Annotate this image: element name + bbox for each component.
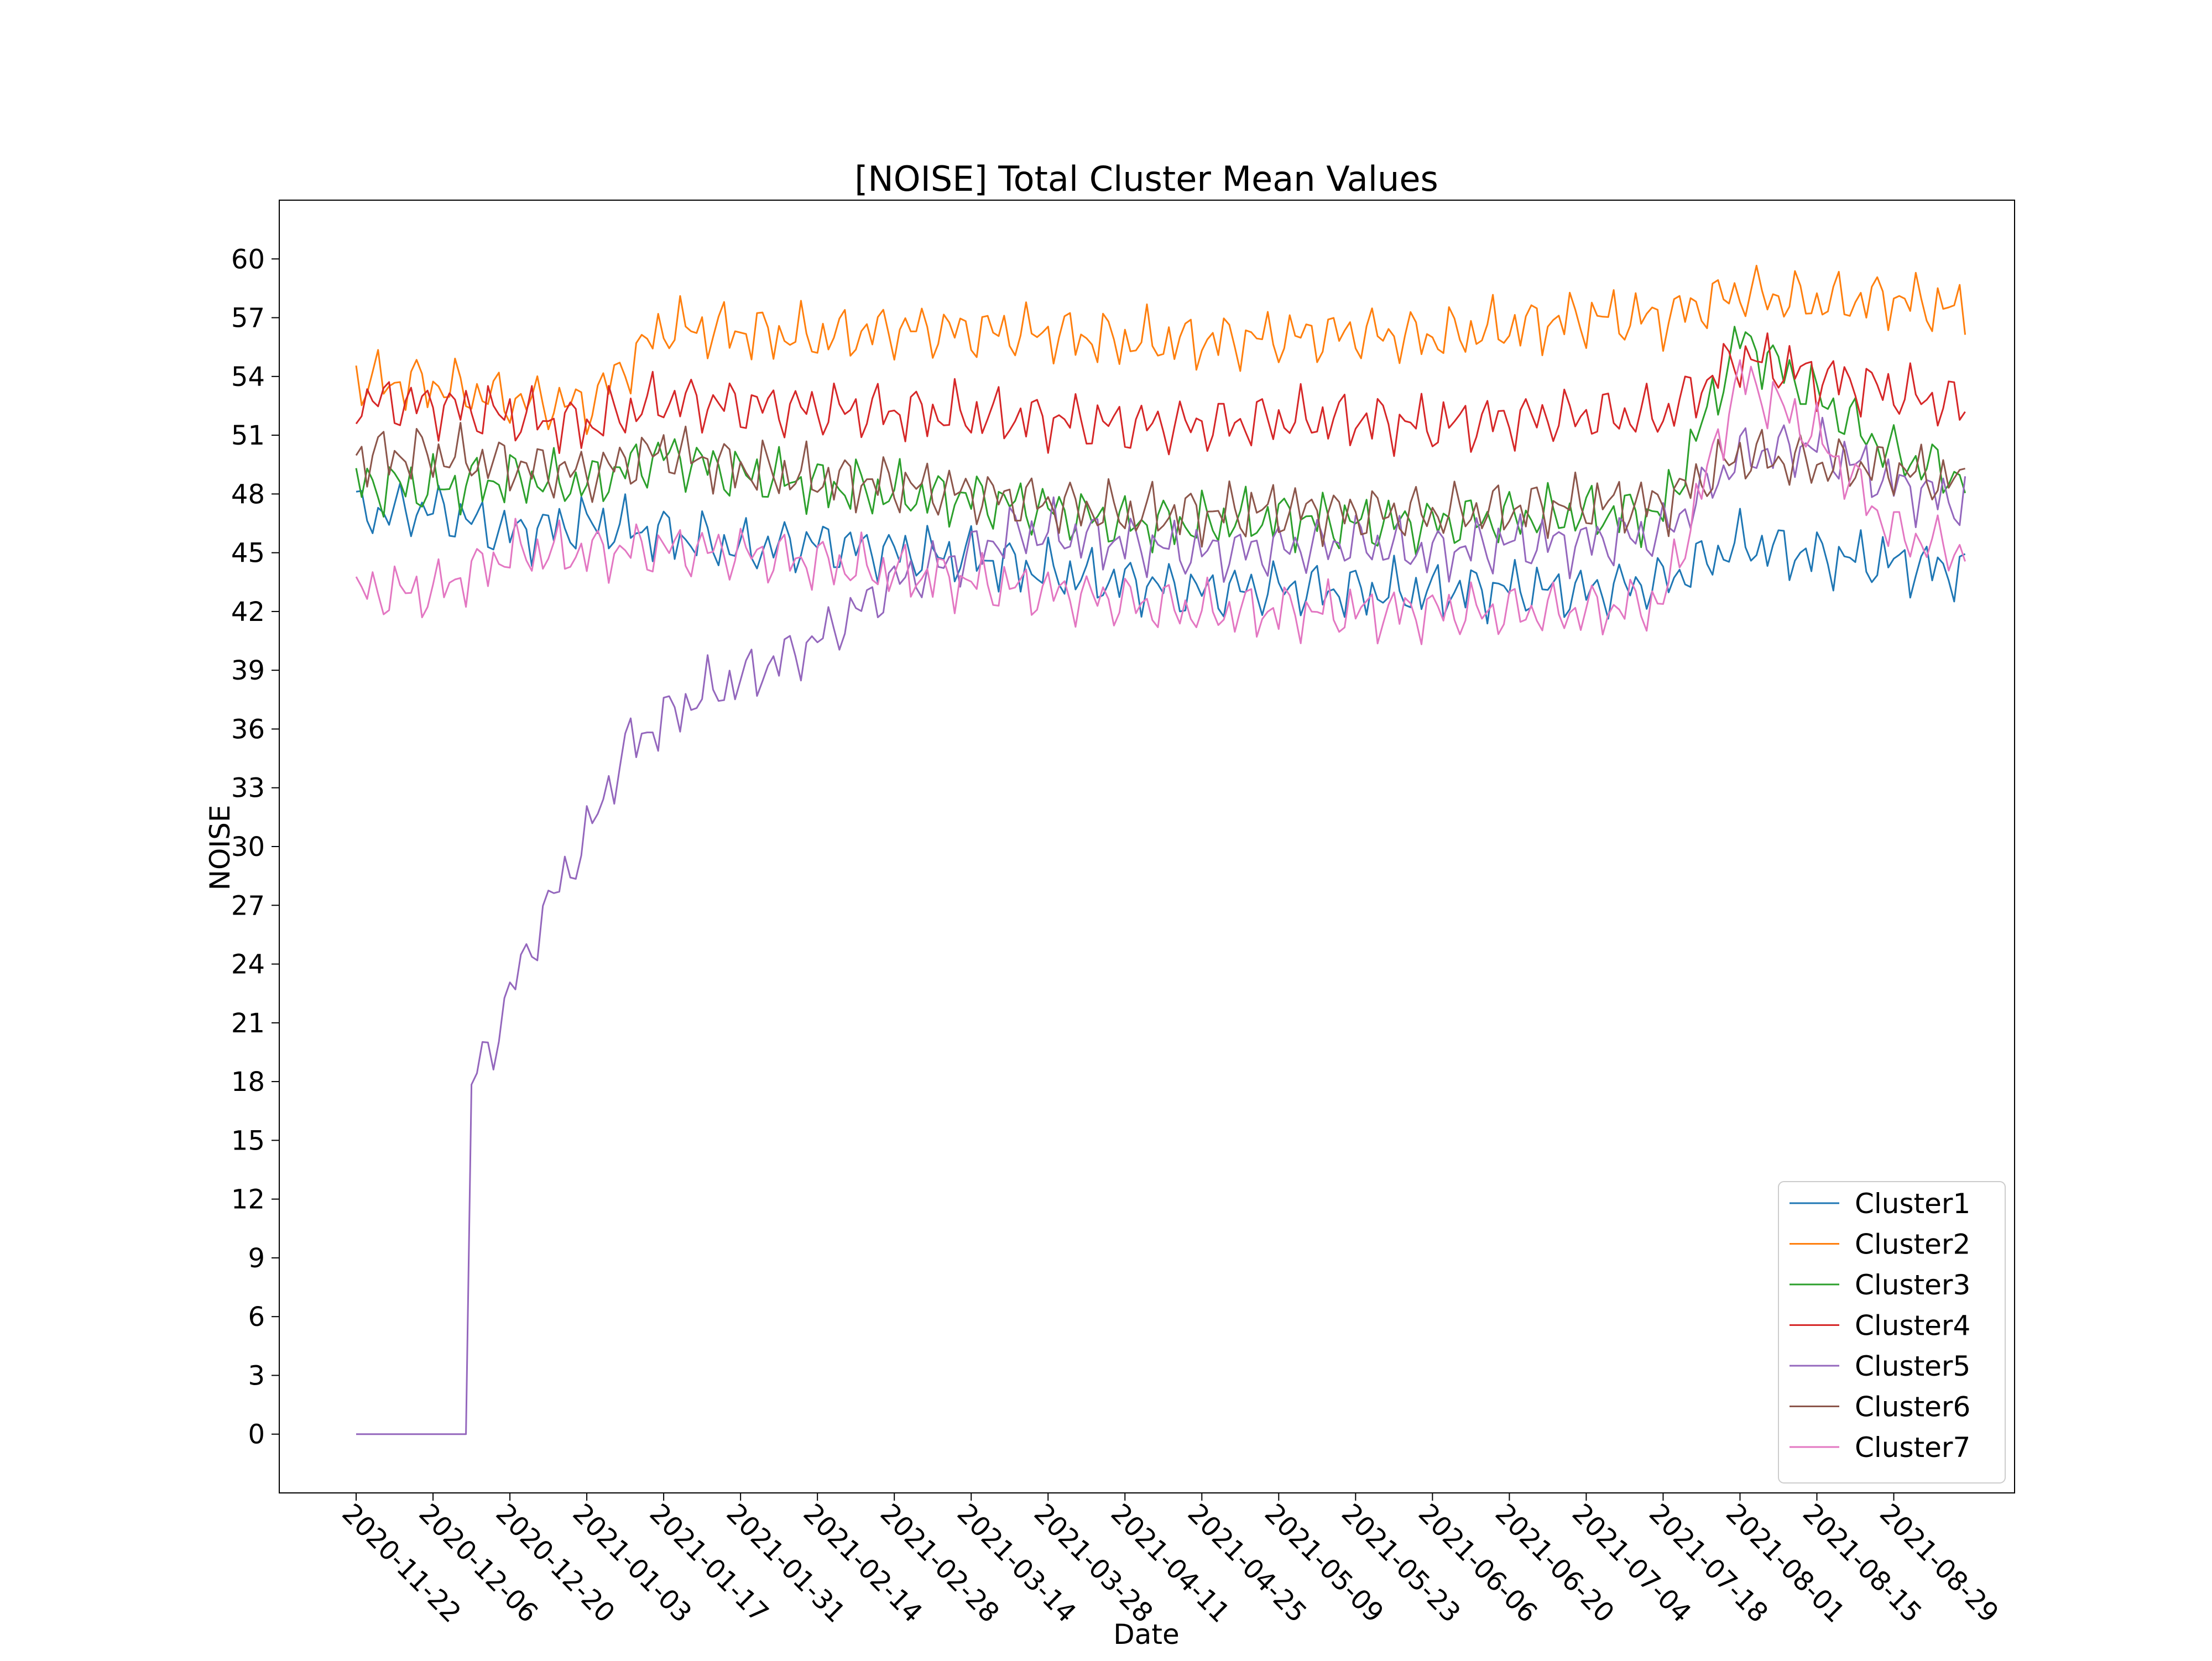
y-tick-label: 39 bbox=[231, 655, 265, 686]
y-tick-label: 27 bbox=[231, 890, 265, 921]
legend-label: Cluster6 bbox=[1855, 1391, 1970, 1423]
y-tick-label: 60 bbox=[231, 244, 265, 275]
y-tick-label: 33 bbox=[231, 773, 265, 804]
legend-box bbox=[1778, 1181, 2006, 1484]
y-tick-label: 30 bbox=[231, 832, 265, 863]
legend-label: Cluster1 bbox=[1855, 1188, 1970, 1220]
y-tick-label: 42 bbox=[231, 597, 265, 628]
y-tick-label: 15 bbox=[231, 1125, 265, 1156]
series-line-cluster7 bbox=[355, 359, 1966, 645]
x-axis-label: Date bbox=[1113, 1618, 1180, 1650]
y-tick-label: 0 bbox=[248, 1419, 265, 1450]
y-tick-label: 57 bbox=[231, 303, 265, 334]
legend-label: Cluster4 bbox=[1855, 1310, 1970, 1342]
y-tick-label: 3 bbox=[248, 1360, 265, 1391]
y-tick-label: 9 bbox=[248, 1243, 265, 1274]
series-line-cluster1 bbox=[356, 482, 1966, 625]
series-line-cluster5 bbox=[356, 416, 1966, 1435]
y-tick-label: 48 bbox=[231, 479, 265, 510]
series-line-cluster3 bbox=[355, 326, 1966, 556]
legend-label: Cluster3 bbox=[1855, 1269, 1970, 1301]
y-tick-label: 24 bbox=[231, 949, 265, 980]
y-tick-label: 36 bbox=[231, 714, 265, 745]
y-tick-label: 18 bbox=[231, 1067, 265, 1098]
legend-label: Cluster2 bbox=[1855, 1229, 1970, 1261]
series-lines bbox=[355, 264, 1966, 1435]
y-tick-label: 51 bbox=[231, 420, 265, 451]
y-tick-label: 12 bbox=[231, 1184, 265, 1215]
y-tick-label: 21 bbox=[231, 1008, 265, 1039]
y-tick-label: 45 bbox=[231, 538, 265, 569]
y-axis-label: NOISE bbox=[204, 805, 236, 891]
series-line-cluster4 bbox=[355, 332, 1966, 457]
legend-label: Cluster5 bbox=[1855, 1350, 1970, 1382]
series-line-cluster6 bbox=[355, 422, 1965, 548]
legend: Cluster1 Cluster2 Cluster3 Cluster4 Cluster5… bbox=[1778, 1181, 2006, 1484]
chart-title: [NOISE] Total Cluster Mean Values bbox=[854, 159, 1438, 199]
series-line-cluster2 bbox=[355, 264, 1966, 435]
y-tick-label: 54 bbox=[231, 362, 265, 393]
y-tick-label: 6 bbox=[248, 1302, 265, 1333]
plot-area-frame bbox=[279, 200, 2015, 1493]
legend-label: Cluster7 bbox=[1855, 1432, 1970, 1464]
